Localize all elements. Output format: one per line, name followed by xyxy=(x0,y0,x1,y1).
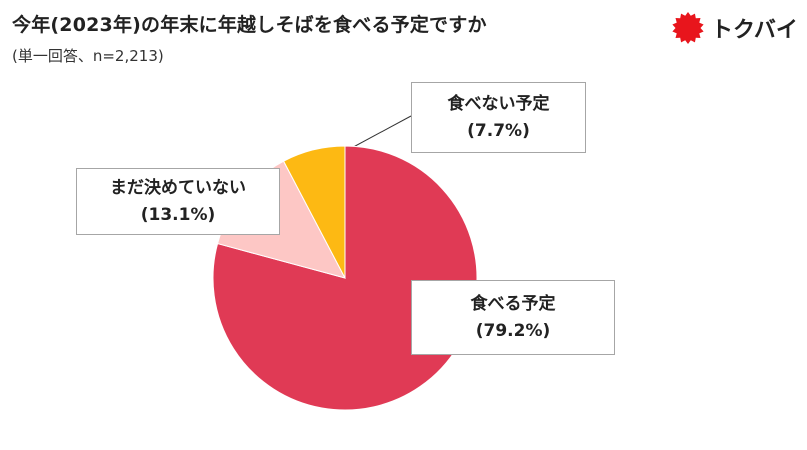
label-undecided: まだ決めていない (13.1%) xyxy=(76,168,280,235)
chart-subtitle: (単一回答、n=2,213) xyxy=(12,47,164,65)
label-undecided-name: まだ決めていない xyxy=(110,178,246,199)
label-undecided-value: (13.1%) xyxy=(140,204,216,225)
label-not-eat: 食べない予定 (7.7%) xyxy=(411,82,586,153)
slice-not-eat xyxy=(282,145,346,279)
label-not-eat-value: (7.7%) xyxy=(467,120,530,141)
label-not-eat-name: 食べない予定 xyxy=(447,94,550,115)
brand-logo: トクバイ xyxy=(671,10,798,46)
label-eat-name: 食べる予定 xyxy=(470,294,556,315)
label-eat-value: (79.2%) xyxy=(475,320,551,341)
sun-logo-icon xyxy=(672,12,704,44)
label-eat: 食べる予定 (79.2%) xyxy=(411,280,615,355)
logo-text: トクバイ xyxy=(711,18,798,43)
chart-title: 今年(2023年)の年末に年越しそばを食べる予定ですか xyxy=(12,14,487,36)
